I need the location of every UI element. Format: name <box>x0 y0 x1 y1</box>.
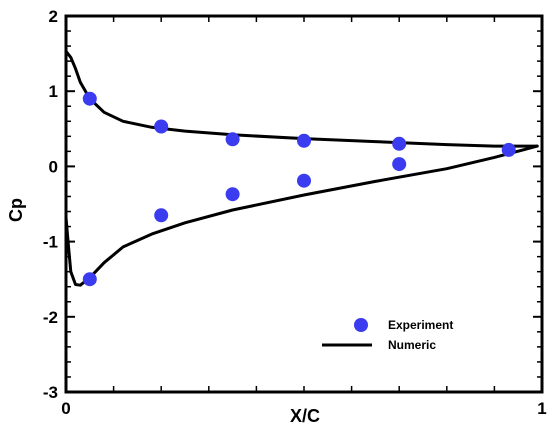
experiment-point <box>297 134 311 148</box>
legend-experiment-marker <box>354 318 368 332</box>
plot-border <box>66 16 542 392</box>
legend: Experiment Numeric <box>322 318 453 352</box>
y-tick-label: 0 <box>49 157 58 176</box>
plot-frame <box>66 16 542 392</box>
y-tick-label: -2 <box>43 308 58 327</box>
experiment-points <box>83 92 516 287</box>
x-tick-label: 1 <box>537 399 546 418</box>
experiment-point <box>392 157 406 171</box>
experiment-point <box>226 132 240 146</box>
y-tick-label: -1 <box>43 233 58 252</box>
y-tick-label: -3 <box>43 383 58 402</box>
experiment-point <box>154 120 168 134</box>
x-axis-label: X/C <box>290 406 320 426</box>
experiment-point <box>154 208 168 222</box>
experiment-point <box>297 174 311 188</box>
y-axis-label: Cp <box>6 198 26 222</box>
experiment-point <box>392 137 406 151</box>
x-tick-label: 0 <box>61 399 70 418</box>
experiment-point <box>83 92 97 106</box>
experiment-point <box>83 272 97 286</box>
numeric-lower-curve <box>66 146 537 285</box>
legend-experiment-label: Experiment <box>388 318 453 332</box>
experiment-point <box>502 143 516 157</box>
experiment-point <box>226 187 240 201</box>
y-tick-label: 1 <box>49 82 58 101</box>
y-tick-label: 2 <box>49 7 58 26</box>
legend-numeric-label: Numeric <box>388 338 436 352</box>
numeric-upper-curve <box>66 51 537 146</box>
axis-ticks: -3 -2 -1 0 1 2 0 1 <box>43 7 547 418</box>
numeric-curves <box>66 51 537 285</box>
